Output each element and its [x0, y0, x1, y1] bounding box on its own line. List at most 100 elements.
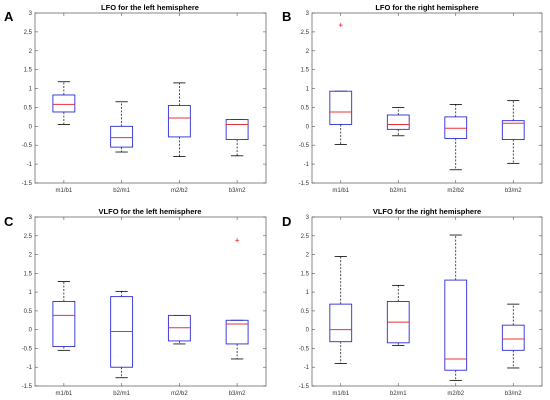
box-b3-m2	[225, 119, 249, 157]
y-tick-label: 3	[29, 215, 33, 221]
y-tick-label: 1.5	[24, 271, 33, 277]
box-body	[329, 90, 353, 125]
panel-letter: D	[282, 214, 291, 229]
y-tick-label: 0.5	[301, 309, 310, 315]
y-tick-label: -1	[304, 365, 310, 371]
y-tick-label: 1	[306, 87, 310, 93]
y-tick-label: -1	[27, 162, 33, 168]
y-tick-label: -1.5	[299, 384, 310, 390]
y-tick-label: 0	[29, 328, 33, 334]
box-m2-b2	[167, 82, 191, 157]
y-tick-label: 0.5	[301, 105, 310, 111]
box-b2-m1	[110, 101, 134, 153]
y-tick-label: 0.5	[24, 309, 33, 315]
y-tick-label: 2.5	[24, 234, 33, 240]
box-m1-b1	[52, 81, 76, 125]
x-tick-label: m1/b1	[332, 391, 349, 397]
y-tick-label: 0	[306, 124, 310, 130]
box-m2-b2	[444, 104, 468, 171]
box-b2-m1	[386, 284, 410, 346]
y-tick-label: 3	[306, 11, 310, 17]
y-tick-label: 2	[29, 253, 33, 259]
box-body	[501, 120, 525, 141]
y-tick-label: 2	[306, 49, 310, 55]
x-tick-label: m2/b2	[447, 391, 464, 397]
plot-frame	[34, 216, 267, 387]
box-body	[444, 116, 468, 139]
y-tick-label: -1.5	[299, 181, 310, 187]
panel-letter: B	[282, 9, 291, 24]
box-body	[225, 119, 249, 141]
y-tick-label: -1	[27, 365, 33, 371]
box-body	[225, 319, 249, 345]
y-tick-label: 2.5	[301, 234, 310, 240]
x-tick-label: b2/m1	[113, 188, 130, 194]
box-m1-b1	[329, 256, 353, 364]
y-tick-label: 1.5	[301, 271, 310, 277]
panel-b: B LFO for the right hemisphere -1.5 -1 -0.5 0…	[282, 3, 543, 194]
y-tick-label: -1.5	[22, 384, 33, 390]
chart-title: LFO for the left hemisphere	[101, 3, 199, 12]
y-tick-label: 2.5	[24, 30, 33, 36]
chart-title: VLFO for the left hemisphere	[99, 207, 202, 216]
box-b3-m2	[225, 238, 249, 360]
outlier-marker	[338, 23, 343, 28]
box-body	[386, 114, 410, 130]
box-m1-b1	[329, 23, 353, 145]
x-tick-label: m2/b2	[171, 188, 188, 194]
panel-d: D VLFO for the right hemisphere -1.5 -1 -0.5…	[282, 207, 543, 397]
x-tick-label: b3/m2	[505, 391, 522, 397]
box-b3-m2	[501, 303, 525, 369]
box-body	[329, 303, 353, 343]
x-tick-label: b3/m2	[229, 188, 246, 194]
plot-frame	[34, 12, 267, 184]
x-tick-label: b2/m1	[113, 391, 130, 397]
y-tick-label: 2.5	[301, 30, 310, 36]
y-tick-label: 1.5	[24, 68, 33, 74]
panel-a: A LFO for the left hemisphere -1.5 -1 -0.5 0 0…	[4, 3, 267, 194]
y-tick-label: 0.5	[24, 105, 33, 111]
box-m2-b2	[167, 314, 191, 345]
x-tick-label: b2/m1	[390, 391, 407, 397]
x-tick-label: m1/b1	[332, 188, 349, 194]
plot-frame	[311, 12, 543, 184]
box-body	[501, 324, 525, 351]
y-tick-label: 3	[29, 11, 33, 17]
box-b3-m2	[501, 100, 525, 164]
y-tick-label: 2	[29, 49, 33, 55]
x-tick-label: m2/b2	[447, 188, 464, 194]
x-tick-label: b3/m2	[505, 188, 522, 194]
x-tick-label: m2/b2	[171, 391, 188, 397]
y-tick-label: 1	[29, 87, 33, 93]
y-tick-label: -1.5	[22, 181, 33, 187]
y-tick-label: 1.5	[301, 68, 310, 74]
y-tick-label: 0	[306, 328, 310, 334]
x-tick-label: b3/m2	[229, 391, 246, 397]
y-tick-label: 1	[29, 290, 33, 296]
panel-letter: A	[4, 9, 14, 24]
chart-title: VLFO for the right hemisphere	[373, 207, 481, 216]
y-tick-label: 0	[29, 124, 33, 130]
y-tick-label: -0.5	[22, 346, 33, 352]
plot-frame	[311, 216, 543, 387]
y-tick-label: -0.5	[22, 143, 33, 149]
y-tick-label: -1	[304, 162, 310, 168]
panel-letter: C	[4, 214, 14, 229]
y-tick-label: -0.5	[299, 346, 310, 352]
y-tick-label: 2	[306, 253, 310, 259]
panel-c: C VLFO for the left hemisphere -1.5 -1 -0.5 0…	[4, 207, 267, 397]
box-m1-b1	[52, 281, 76, 351]
box-b2-m1	[110, 290, 134, 379]
box-body	[110, 125, 134, 148]
box-m2-b2	[444, 234, 468, 381]
box-body	[167, 105, 191, 138]
box-body	[52, 301, 76, 348]
x-tick-label: m1/b1	[56, 188, 73, 194]
x-tick-label: m1/b1	[56, 391, 73, 397]
chart-title: LFO for the right hemisphere	[375, 3, 478, 12]
box-b2-m1	[386, 107, 410, 137]
box-body	[444, 279, 468, 371]
y-tick-label: 1	[306, 290, 310, 296]
outlier-marker	[235, 238, 240, 243]
